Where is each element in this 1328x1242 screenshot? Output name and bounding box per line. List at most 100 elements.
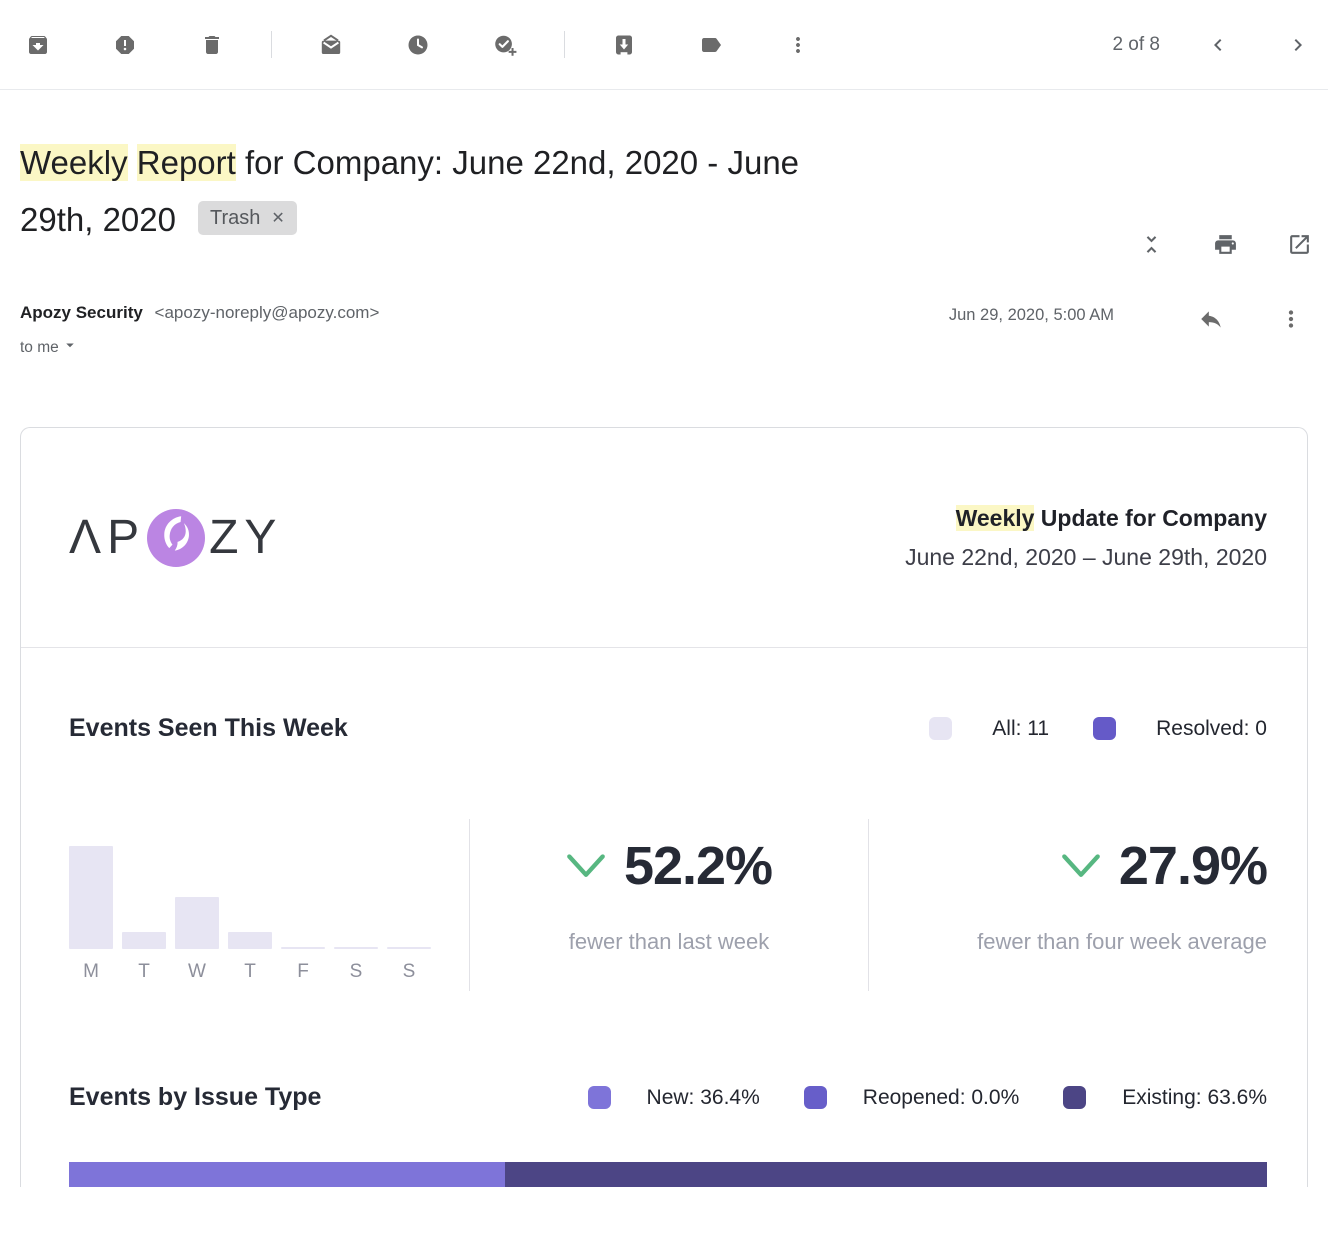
label-tag-icon xyxy=(699,33,723,57)
dropdown-arrow-icon xyxy=(61,336,79,359)
existing-swatch xyxy=(1063,1086,1087,1109)
events-stats-row: M T W T F S S 52.2% fewer than last week 27.9% xyxy=(69,819,1268,991)
issue-type-stacked-bar xyxy=(69,1162,1267,1187)
stat-label: fewer than four week average xyxy=(977,929,1267,954)
report-spam-icon xyxy=(113,33,137,57)
legend-item-new: New: 36.4% xyxy=(587,1086,760,1110)
email-body-card: ΛP ZY Weekly Update for Company June 22n… xyxy=(20,427,1308,1187)
day-bar xyxy=(228,932,272,949)
delete-button[interactable] xyxy=(200,33,224,57)
older-conversation-button[interactable] xyxy=(1286,33,1310,57)
mark-unread-button[interactable] xyxy=(319,33,343,57)
trend-down-icon xyxy=(567,853,605,877)
day-bar xyxy=(69,846,113,949)
search-highlight: Report xyxy=(136,144,236,181)
reply-button[interactable] xyxy=(1198,306,1224,332)
add-to-tasks-button[interactable] xyxy=(493,33,517,57)
issue-type-legend: New: 36.4% Reopened: 0.0% Existing: 63.6… xyxy=(587,1086,1267,1110)
more-actions-button[interactable] xyxy=(786,33,810,57)
reopened-swatch xyxy=(803,1086,827,1109)
open-in-new-icon xyxy=(1287,235,1312,261)
day-label: M xyxy=(83,961,99,982)
bar-column: T xyxy=(122,932,166,982)
message-more-button[interactable] xyxy=(1278,306,1304,332)
bar-column: F xyxy=(281,947,325,982)
open-in-new-window-button[interactable] xyxy=(1287,232,1312,257)
remove-label-icon[interactable]: ✕ xyxy=(271,209,285,227)
events-seen-title: Events Seen This Week xyxy=(69,714,348,742)
message-date: Jun 29, 2020, 5:00 AM xyxy=(948,306,1114,324)
events-seen-legend: All: 11 Resolved: 0 xyxy=(929,717,1267,741)
bar-column: M xyxy=(69,846,113,982)
trash-icon xyxy=(200,33,224,57)
report-spam-button[interactable] xyxy=(113,33,137,57)
day-bar xyxy=(281,947,325,949)
stat-label: fewer than last week xyxy=(568,929,770,954)
envelope-icon xyxy=(319,33,343,57)
clock-icon xyxy=(406,33,430,57)
subject-area: Weekly Report for Company: June 22nd, 20… xyxy=(0,90,1328,254)
legend-item-existing: Existing: 63.6% xyxy=(1063,1086,1267,1110)
archive-icon xyxy=(26,33,50,57)
printer-icon xyxy=(1213,235,1238,261)
day-bar xyxy=(334,947,378,949)
stat-value: 52.2% xyxy=(623,836,773,896)
new-swatch xyxy=(587,1086,611,1109)
move-to-button[interactable] xyxy=(612,33,636,57)
chevron-left-icon xyxy=(1206,38,1230,61)
pagination: 2 of 8 xyxy=(1112,33,1310,57)
stats-divider xyxy=(469,819,470,991)
snooze-button[interactable] xyxy=(406,33,430,57)
subject-actions xyxy=(1139,232,1312,257)
stat-four-week-avg: 27.9% fewer than four week average xyxy=(869,819,1268,991)
sender-email: <apozy-noreply@apozy.com> xyxy=(154,303,380,322)
print-button[interactable] xyxy=(1213,232,1238,257)
stat-value: 27.9% xyxy=(1118,836,1268,896)
more-vert-icon xyxy=(786,33,810,57)
resolved-swatch xyxy=(1093,717,1117,740)
trash-label-chip[interactable]: Trash ✕ xyxy=(197,201,297,236)
day-bar xyxy=(387,947,431,949)
day-label: F xyxy=(297,961,309,982)
sender-name: Apozy Security xyxy=(20,303,143,322)
reply-icon xyxy=(1198,311,1224,336)
toolbar-divider xyxy=(271,31,272,58)
collapse-all-button[interactable] xyxy=(1139,232,1164,257)
mail-toolbar: 2 of 8 xyxy=(0,0,1328,90)
email-header: ΛP ZY Weekly Update for Company June 22n… xyxy=(21,428,1307,648)
search-highlight: Weekly xyxy=(20,144,128,181)
legend-item-all: All: 11 xyxy=(929,717,1049,741)
legend-item-resolved: Resolved: 0 xyxy=(1093,717,1267,741)
more-vert-icon xyxy=(1278,310,1304,336)
sender-info: Apozy Security <apozy-noreply@apozy.com>… xyxy=(20,303,379,359)
bar-column: W xyxy=(175,897,219,982)
show-details-dropdown[interactable]: to me xyxy=(20,336,79,359)
issue-type-section-header: Events by Issue Type New: 36.4% Reopened… xyxy=(69,1083,1267,1112)
sender-row: Apozy Security <apozy-noreply@apozy.com>… xyxy=(0,303,1328,359)
stacked-segment-existing xyxy=(505,1162,1267,1187)
archive-button[interactable] xyxy=(26,33,50,57)
day-label: S xyxy=(402,961,416,982)
day-bar xyxy=(122,932,166,949)
day-label: S xyxy=(349,961,363,982)
update-date-range: June 22nd, 2020 – June 29th, 2020 xyxy=(905,543,1267,570)
chevron-right-icon xyxy=(1286,38,1310,61)
day-label: T xyxy=(244,961,256,982)
toolbar-divider xyxy=(564,31,565,58)
day-label: T xyxy=(138,961,150,982)
collapse-icon xyxy=(1139,236,1164,261)
issue-type-title: Events by Issue Type xyxy=(69,1083,322,1111)
stat-last-week: 52.2% fewer than last week xyxy=(470,819,868,991)
stacked-segment-new xyxy=(69,1162,506,1187)
apozy-helmet-icon xyxy=(147,508,206,567)
labels-button[interactable] xyxy=(699,33,723,57)
update-title: Weekly Update for Company xyxy=(955,504,1267,531)
newer-conversation-button[interactable] xyxy=(1206,33,1230,57)
email-subject: Weekly Report for Company: June 22nd, 20… xyxy=(20,134,1110,248)
pagination-count: 2 of 8 xyxy=(1112,33,1160,55)
move-to-icon xyxy=(612,33,636,57)
trend-down-icon xyxy=(1062,853,1100,877)
